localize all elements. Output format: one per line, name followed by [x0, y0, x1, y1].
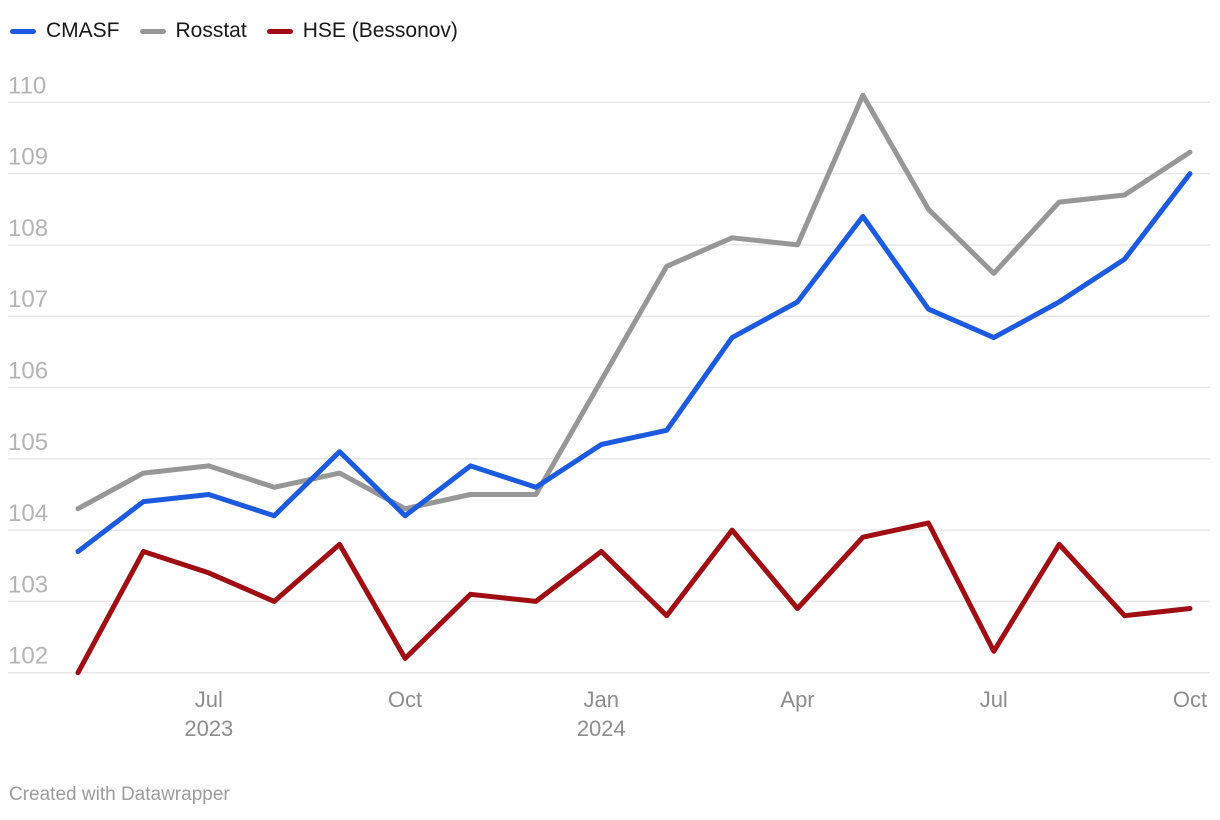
x-axis-label-oct: Oct: [388, 687, 422, 712]
series-line-rosstat: [75, 92, 1193, 512]
y-axis-label-107: 107: [8, 286, 48, 313]
y-axis-label-102: 102: [8, 643, 48, 670]
x-axis-label-oct: Oct: [1173, 687, 1207, 712]
x-axis-label-jul: Jul: [195, 687, 223, 712]
x-axis-label-apr: Apr: [780, 687, 814, 712]
series-line-hse-bessonov: [75, 520, 1193, 676]
x-axis-year-label-2023: 2023: [184, 716, 233, 741]
legend-swatch-icon: [10, 28, 36, 34]
legend: CMASF Rosstat HSE (Bessonov): [10, 17, 478, 45]
legend-label: Rosstat: [175, 19, 247, 42]
legend-swatch-icon: [266, 28, 293, 34]
x-axis-year-label-2024: 2024: [577, 716, 626, 741]
x-axis-label-jul: Jul: [980, 687, 1008, 712]
legend-item-rosstat: Rosstat: [139, 17, 247, 45]
legend-item-cmasf: CMASF: [10, 17, 120, 45]
legend-swatch-icon: [139, 28, 166, 34]
y-axis-label-110: 110: [8, 72, 46, 99]
y-axis-label-105: 105: [8, 429, 48, 456]
series-line-cmasf: [75, 171, 1193, 554]
y-axis-label-106: 106: [8, 358, 48, 385]
y-axis-label-103: 103: [8, 571, 48, 598]
y-axis-label-108: 108: [8, 215, 48, 242]
datawrapper-attribution: Created with Datawrapper: [9, 784, 230, 805]
legend-label: CMASF: [46, 19, 120, 42]
legend-label: HSE (Bessonov): [302, 19, 458, 42]
x-axis-label-jan: Jan: [584, 687, 619, 712]
y-axis-label-109: 109: [8, 144, 48, 171]
y-axis-label-104: 104: [8, 500, 48, 527]
legend-item-hse-bessonov: HSE (Bessonov): [266, 17, 458, 45]
